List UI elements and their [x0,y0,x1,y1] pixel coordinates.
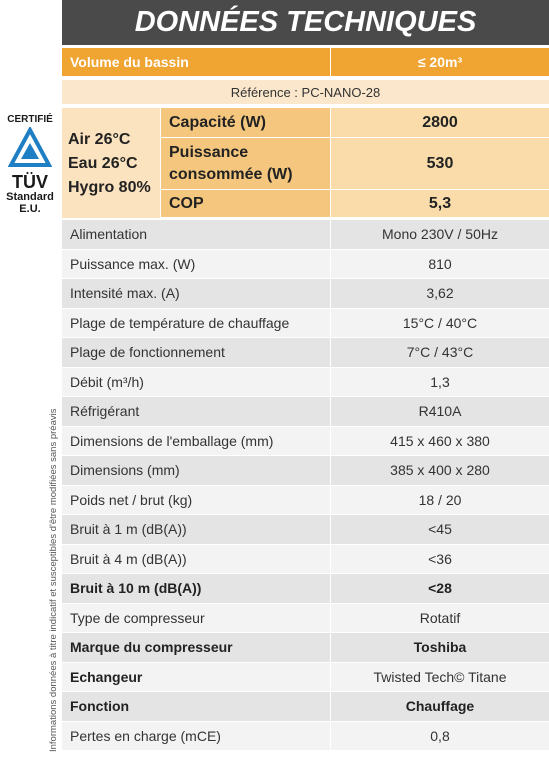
row-label: Dimensions (mm) [62,456,330,486]
row-value: 0,8 [330,721,549,751]
standard: Standard [6,191,54,203]
condition: Hygro 80% [68,179,151,196]
row-label: Puissance max. (W) [62,249,330,279]
certified: CERTIFIÉ [7,114,53,125]
row-value: 7°C / 43°C [330,338,549,368]
row-label: Bruit à 10 m (dB(A)) [62,574,330,604]
conditions: Air 26°C Eau 26°C Hygro 80% [62,108,160,218]
performance-label: Capacité (W) [160,108,330,138]
row-value: 810 [330,249,549,279]
tuv-logo: CERTIFIÉ TÜV Standard E.U. [0,114,60,224]
row-label: Pertes en charge (mCE) [62,721,330,751]
row-value: Toshiba [330,633,549,663]
row-label: Plage de fonctionnement [62,338,330,368]
title: DONNÉES TECHNIQUES [134,6,477,38]
row-value: 18 / 20 [330,485,549,515]
row-label: Plage de température de chauffage [62,308,330,338]
row-value: 1,3 [330,367,549,397]
row-label: Fonction [62,692,330,722]
triangle-icon [8,127,52,167]
performance-value: 530 [330,138,549,190]
row-label: Dimensions de l'emballage (mm) [62,426,330,456]
row-value: Mono 230V / 50Hz [330,220,549,250]
row-label: Type de compresseur [62,603,330,633]
row-value: <28 [330,574,549,604]
row-value: Twisted Tech© Titane [330,662,549,692]
brand: TÜV [12,172,48,192]
row-label: Réfrigérant [62,397,330,427]
side-note: Informations données à titre indicatif e… [48,408,59,752]
row-value: R410A [330,397,549,427]
row-label: Bruit à 1 m (dB(A)) [62,515,330,545]
row-value: 385 x 400 x 280 [330,456,549,486]
row-label: Intensité max. (A) [62,279,330,309]
row-value: 3,62 [330,279,549,309]
row-value: 415 x 460 x 380 [330,426,549,456]
region: E.U. [19,203,41,215]
row-value: <36 [330,544,549,574]
row-label: Poids net / brut (kg) [62,485,330,515]
row-value: 15°C / 40°C [330,308,549,338]
row-value: Rotatif [330,603,549,633]
condition: Eau 26°C [68,155,138,172]
row-label: Bruit à 4 m (dB(A)) [62,544,330,574]
row-label: Débit (m³/h) [62,367,330,397]
volume-value: ≤ 20m³ [330,48,549,77]
reference: Référence : PC-NANO-28 [62,80,549,105]
performance-label: Puissance consommée (W) [160,138,330,190]
performance-value: 2800 [330,108,549,138]
row-label: Alimentation [62,220,330,250]
title-banner: DONNÉES TECHNIQUES [62,0,549,45]
row-value: <45 [330,515,549,545]
row-label: Marque du compresseur [62,633,330,663]
performance-label: COP [160,190,330,218]
performance-value: 5,3 [330,190,549,218]
volume-label: Volume du bassin [62,48,330,77]
row-label: Echangeur [62,662,330,692]
row-value: Chauffage [330,692,549,722]
condition: Air 26°C [68,131,131,148]
